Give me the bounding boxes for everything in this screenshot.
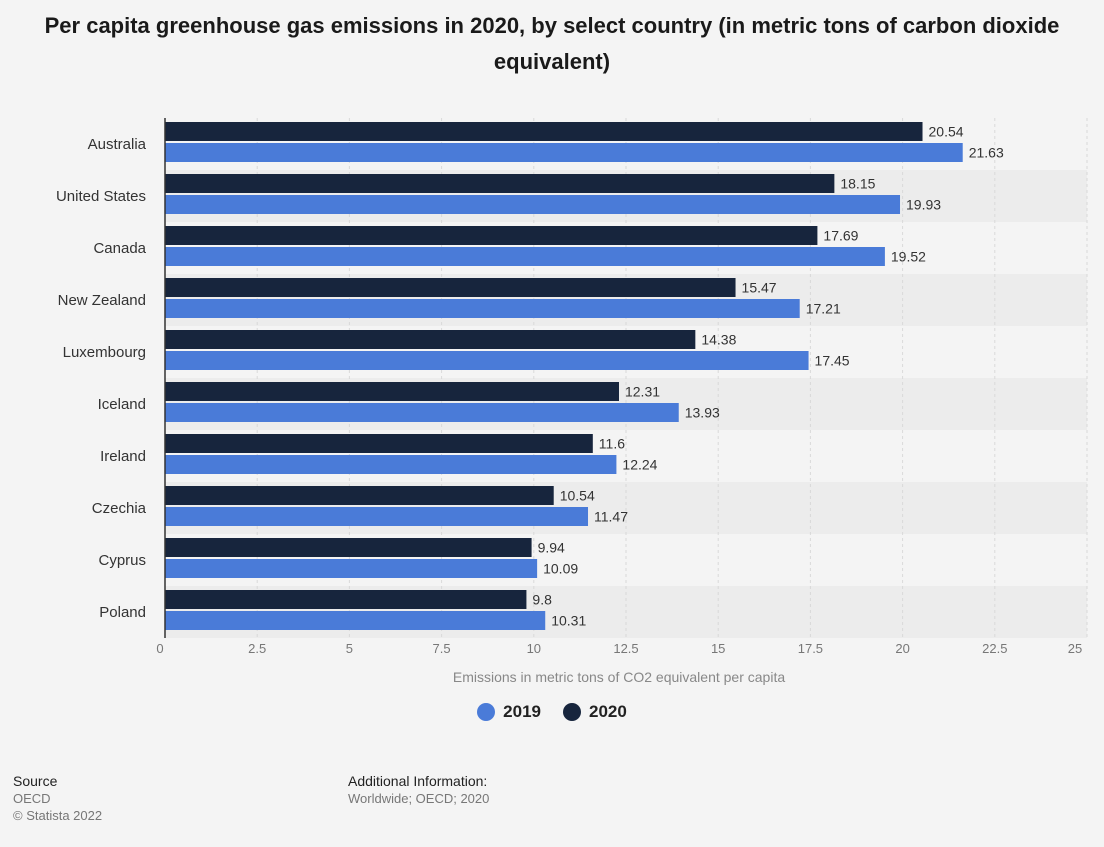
category-label: Czechia bbox=[92, 500, 147, 517]
data-label-2020: 9.8 bbox=[532, 592, 552, 608]
legend-label-2019: 2019 bbox=[503, 702, 541, 721]
category-label: Luxembourg bbox=[63, 344, 146, 361]
data-label-2019: 19.52 bbox=[891, 249, 926, 265]
bar-2020 bbox=[165, 278, 736, 297]
source-block: Source OECD © Statista 2022 bbox=[13, 773, 102, 824]
x-tick-label: 22.5 bbox=[982, 641, 1007, 656]
bar-2020 bbox=[165, 122, 923, 141]
x-tick-label: 15 bbox=[711, 641, 725, 656]
legend-label-2020: 2020 bbox=[589, 702, 627, 721]
x-tick-label: 12.5 bbox=[613, 641, 638, 656]
bar-chart: 20.54 21.63 Australia 18.15 19.93 United Stat… bbox=[56, 118, 1088, 685]
data-label-2019: 13.93 bbox=[685, 405, 720, 421]
source-heading: Source bbox=[13, 773, 58, 789]
x-tick-label: 7.5 bbox=[433, 641, 451, 656]
data-label-2020: 10.54 bbox=[560, 488, 595, 504]
data-label-2019: 17.21 bbox=[806, 301, 841, 317]
category-label: Canada bbox=[93, 240, 146, 257]
data-label-2020: 17.69 bbox=[823, 228, 858, 244]
legend-item-2020[interactable]: 2020 bbox=[563, 702, 627, 722]
bar-2019 bbox=[165, 507, 589, 526]
data-label-2020: 9.94 bbox=[538, 540, 565, 556]
category-label: New Zealand bbox=[58, 292, 146, 309]
source-text[interactable]: OECD bbox=[13, 791, 51, 806]
bar-2019 bbox=[165, 247, 885, 266]
bar-2019 bbox=[165, 403, 679, 422]
bar-2020 bbox=[165, 382, 619, 401]
data-label-2020: 12.31 bbox=[625, 384, 660, 400]
data-label-2019: 11.47 bbox=[594, 509, 628, 525]
legend-dot-2019 bbox=[477, 703, 496, 721]
copyright-text: © Statista 2022 bbox=[13, 808, 103, 823]
category-label: Cyprus bbox=[98, 552, 146, 569]
x-tick-label: 17.5 bbox=[798, 641, 823, 656]
bar-2019 bbox=[165, 299, 800, 318]
category-label: Iceland bbox=[98, 396, 146, 413]
data-label-2019: 21.63 bbox=[969, 145, 1004, 161]
bar-2020 bbox=[165, 174, 835, 193]
bar-2020 bbox=[165, 590, 527, 609]
data-label-2020: 11.6 bbox=[599, 436, 625, 452]
data-label-2019: 10.09 bbox=[543, 561, 578, 577]
bar-2020 bbox=[165, 538, 532, 557]
data-label-2020: 15.47 bbox=[742, 280, 777, 296]
legend-item-2019[interactable]: 2019 bbox=[477, 702, 541, 722]
category-label: Ireland bbox=[100, 448, 146, 465]
bar-2020 bbox=[165, 434, 593, 453]
data-label-2019: 17.45 bbox=[815, 353, 850, 369]
legend-dot-2020 bbox=[563, 703, 581, 721]
bar-2019 bbox=[165, 351, 809, 370]
bar-2019 bbox=[165, 611, 546, 630]
bar-2020 bbox=[165, 330, 696, 349]
x-tick-label: 10 bbox=[527, 641, 541, 656]
additional-info-text: Worldwide; OECD; 2020 bbox=[348, 791, 490, 806]
x-tick-label: 20 bbox=[895, 641, 909, 656]
bar-2020 bbox=[165, 226, 818, 245]
data-label-2020: 18.15 bbox=[840, 176, 875, 192]
bar-2020 bbox=[165, 486, 554, 505]
category-label: Poland bbox=[99, 604, 146, 621]
x-tick-label: 0 bbox=[156, 641, 163, 656]
category-label: Australia bbox=[88, 136, 147, 153]
data-label-2020: 14.38 bbox=[701, 332, 736, 348]
bar-2019 bbox=[165, 143, 963, 162]
additional-info-block: Additional Information: Worldwide; OECD;… bbox=[348, 773, 489, 807]
bar-2019 bbox=[165, 455, 617, 474]
data-label-2019: 12.24 bbox=[622, 457, 657, 473]
x-tick-label: 5 bbox=[346, 641, 353, 656]
bar-2019 bbox=[165, 195, 901, 214]
x-axis-title: Emissions in metric tons of CO2 equivale… bbox=[453, 669, 785, 685]
data-label-2019: 10.31 bbox=[551, 613, 586, 629]
chart-title: Per capita greenhouse gas emissions in 2… bbox=[44, 13, 1060, 74]
x-tick-label: 2.5 bbox=[248, 641, 266, 656]
category-label: United States bbox=[56, 188, 146, 205]
additional-info-heading[interactable]: Additional Information: bbox=[348, 773, 488, 789]
data-label-2019: 19.93 bbox=[906, 197, 941, 213]
data-label-2020: 20.54 bbox=[929, 124, 964, 140]
chart-legend: 2019 2020 bbox=[0, 702, 1104, 722]
bar-2019 bbox=[165, 559, 538, 578]
x-tick-label: 25 bbox=[1068, 641, 1082, 656]
